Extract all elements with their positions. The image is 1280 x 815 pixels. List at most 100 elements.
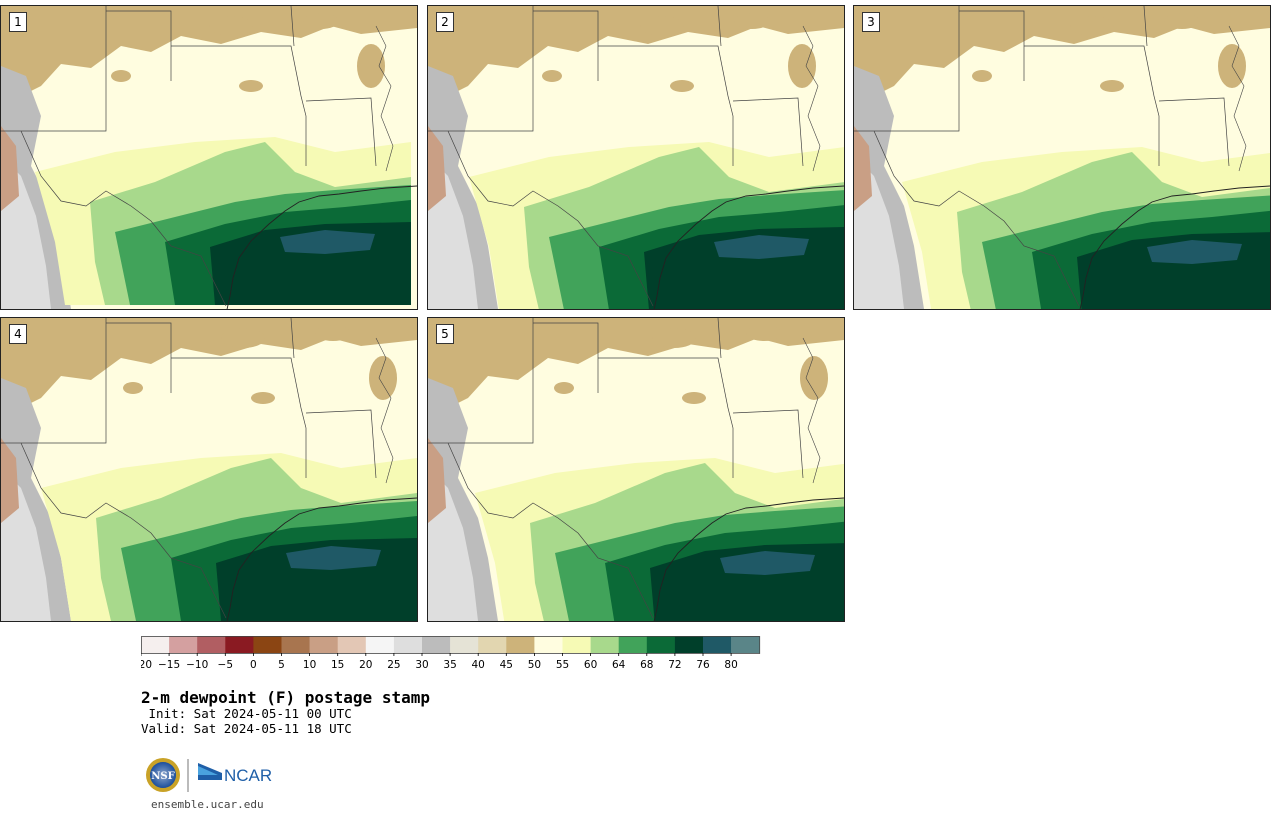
dry-patch xyxy=(111,70,131,82)
dewpoint-map-3 xyxy=(854,6,1270,309)
dry-patch xyxy=(239,80,263,92)
colorbar-tick-label: 35 xyxy=(443,659,456,671)
colorbar-tick-label: 5 xyxy=(278,659,285,671)
stamp-panel-4: 4 xyxy=(0,317,418,622)
colorbar-tick-label: −15 xyxy=(158,659,180,671)
gulf-coastline xyxy=(653,185,844,309)
dry-patch xyxy=(652,328,696,348)
dry-patch xyxy=(1070,16,1114,36)
colorbar-tick-label: 0 xyxy=(250,659,257,671)
colorbar-tick-label: 10 xyxy=(303,659,316,671)
dry-patch-west xyxy=(1,126,19,211)
stamp-panel-3: 3 xyxy=(853,5,1271,310)
mississippi-river xyxy=(802,25,821,172)
colorbar-tick-label: 68 xyxy=(640,659,653,671)
gulf-coastline xyxy=(653,497,844,621)
dry-patch xyxy=(123,382,143,394)
dry-zone-north xyxy=(428,6,844,102)
mississippi-river xyxy=(802,337,821,484)
mississippi-river xyxy=(1228,25,1247,172)
dry-patch-west xyxy=(1,438,19,523)
colorbar-swatch xyxy=(225,636,254,653)
colorbar-tick-label: −5 xyxy=(218,659,233,671)
colorbar-tick-label: 40 xyxy=(472,659,485,671)
colorbar-swatch xyxy=(590,636,619,653)
colorbar-swatch xyxy=(197,636,226,653)
mississippi-river xyxy=(375,337,394,484)
dry-patch xyxy=(542,70,562,82)
colorbar-swatch xyxy=(534,636,563,653)
colorbar-tick-label: 30 xyxy=(415,659,428,671)
colorbar-swatch xyxy=(141,636,170,653)
colorbar-swatch xyxy=(393,636,423,653)
dry-patch xyxy=(251,392,275,404)
colorbar-swatch xyxy=(703,636,732,653)
nsf-ncar-logo: NSF NCAR xyxy=(146,758,272,792)
website-label: ensemble.ucar.edu xyxy=(151,798,264,811)
colorbar-swatch xyxy=(337,636,367,653)
ncar-logo-text: NCAR xyxy=(224,766,272,785)
colorbar-swatch xyxy=(674,636,704,653)
dry-patch-west xyxy=(428,438,446,523)
dry-patch xyxy=(221,328,265,348)
panel-number-1: 1 xyxy=(9,12,27,32)
valid-time: Valid: Sat 2024-05-11 18 UTC xyxy=(141,721,352,736)
state-borders xyxy=(1,6,377,307)
colorbar-swatch xyxy=(365,636,395,653)
nsf-logo: NSF xyxy=(146,758,180,792)
nsf-logo-text: NSF xyxy=(151,771,174,782)
dry-patch xyxy=(357,44,385,88)
colorbar-swatch xyxy=(422,636,451,653)
panel-number-5: 5 xyxy=(436,324,454,344)
dewpoint-map-2 xyxy=(428,6,844,309)
dewpoint-colorbar: −20 −15 −10 −5 0 5 10 15 20 25 30 35 40 45 50 55 60 64 68 7… xyxy=(141,636,761,671)
gulf-coastline xyxy=(226,497,417,621)
gulf-coastline xyxy=(1079,185,1270,309)
dry-patch xyxy=(1100,80,1124,92)
colorbar-swatch xyxy=(478,636,507,653)
stamp-panel-2: 2 xyxy=(427,5,845,310)
colorbar-swatch xyxy=(169,636,198,653)
chart-title: 2-m dewpoint (F) postage stamp xyxy=(141,688,430,707)
colorbar-swatch xyxy=(646,636,676,653)
band-76-patch xyxy=(714,235,809,259)
colorbar-tick-label: 50 xyxy=(528,659,541,671)
dry-patch xyxy=(734,13,770,29)
stamp-panel-1: 1 xyxy=(0,5,418,310)
dry-patch xyxy=(640,16,684,36)
colorbar-tick-label: 60 xyxy=(584,659,597,671)
colorbar-tick-label: 20 xyxy=(359,659,372,671)
dry-patch-west xyxy=(428,126,446,211)
colorbar-tick-label: −20 xyxy=(141,659,152,671)
colorbar-tick-label: 25 xyxy=(387,659,400,671)
colorbar-swatch xyxy=(281,636,310,653)
dry-patch xyxy=(369,356,397,400)
colorbar-swatch xyxy=(450,636,479,653)
panel-number-2: 2 xyxy=(436,12,454,32)
dry-zone-north xyxy=(1,318,417,414)
dry-patch xyxy=(972,70,992,82)
dry-patch xyxy=(800,356,828,400)
dewpoint-map-1 xyxy=(1,6,417,309)
colorbar-outline xyxy=(141,636,761,654)
band-76-patch xyxy=(1147,240,1242,264)
band-76-patch xyxy=(720,551,815,575)
dewpoint-map-5 xyxy=(428,318,844,621)
gulf-coastline xyxy=(226,185,417,309)
dry-patch xyxy=(315,325,351,341)
colorbar-tick-label: 15 xyxy=(331,659,344,671)
dewpoint-map-4 xyxy=(1,318,417,621)
dry-patch xyxy=(682,392,706,404)
band-76-patch xyxy=(286,546,381,570)
dry-patch xyxy=(209,16,253,36)
colorbar-swatch xyxy=(309,636,338,653)
mississippi-river xyxy=(375,25,394,172)
colorbar-tick-label: −10 xyxy=(186,659,208,671)
dry-patch xyxy=(303,13,339,29)
colorbar-swatch xyxy=(618,636,648,653)
dry-patch xyxy=(1164,13,1200,29)
init-time: Init: Sat 2024-05-11 00 UTC xyxy=(141,706,352,721)
colorbar-tick-label: 80 xyxy=(724,659,737,671)
colorbar-swatch xyxy=(506,636,535,653)
colorbar-tick-label: 45 xyxy=(500,659,513,671)
